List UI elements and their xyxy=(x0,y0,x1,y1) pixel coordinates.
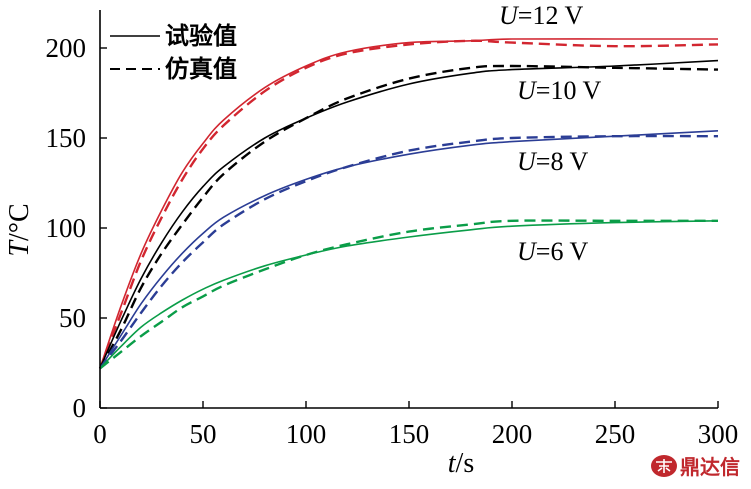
x-axis-title: t/s xyxy=(448,448,474,479)
legend: 试验值 仿真值 xyxy=(110,22,237,83)
series-line-10v-simulated xyxy=(98,64,719,369)
watermark-text: 鼎达信 xyxy=(680,455,740,479)
y-tick-label: 0 xyxy=(73,393,87,423)
y-tick-label: 50 xyxy=(59,303,86,333)
x-tick-label: 250 xyxy=(595,419,636,449)
curve-labels: U=12 V U=10 V U=8 V U=6 V xyxy=(499,1,601,266)
legend-label-simulated: 仿真值 xyxy=(165,55,237,83)
x-axis-unit: /s xyxy=(456,448,475,479)
series-line-8v-simulated xyxy=(99,134,719,370)
curve-label-10v: U=10 V xyxy=(517,76,601,105)
x-axis-var: t xyxy=(448,448,457,479)
seal-logo-icon xyxy=(651,455,677,477)
x-tick-label: 200 xyxy=(492,419,533,449)
x-tick-label: 300 xyxy=(698,419,739,449)
curve-label-8v: U=8 V xyxy=(517,147,588,176)
series-line-12v-experimental xyxy=(99,38,718,369)
y-tick-label: 150 xyxy=(46,123,87,153)
y-ticks: 0 50 100 150 200 xyxy=(46,33,107,423)
series-line-8v-experimental xyxy=(99,130,719,369)
x-tick-label: 100 xyxy=(286,419,327,449)
series-layer xyxy=(98,38,719,370)
curve-label-6v: U=6 V xyxy=(517,237,588,266)
series-line-12v-simulated xyxy=(98,39,719,369)
y-axis-unit: /°C xyxy=(4,203,35,241)
curve-label-12v: U=12 V xyxy=(499,1,583,30)
x-tick-label: 50 xyxy=(190,419,217,449)
y-axis-var: T xyxy=(4,239,35,257)
x-ticks: 0 50 100 150 200 250 300 xyxy=(93,401,738,449)
y-tick-label: 200 xyxy=(46,33,87,63)
y-tick-label: 100 xyxy=(46,213,87,243)
x-tick-label: 150 xyxy=(389,419,430,449)
axes: 0 50 100 150 200 250 300 0 50 100 150 200 xyxy=(46,10,738,449)
series-line-6v-experimental xyxy=(99,220,719,369)
legend-label-experimental: 试验值 xyxy=(165,22,237,50)
series-line-6v-simulated xyxy=(99,219,718,370)
watermark: 鼎达信 xyxy=(651,455,740,479)
series-line-10v-experimental xyxy=(99,59,719,369)
y-axis-title: T/°C xyxy=(4,203,35,256)
x-tick-label: 0 xyxy=(93,419,107,449)
